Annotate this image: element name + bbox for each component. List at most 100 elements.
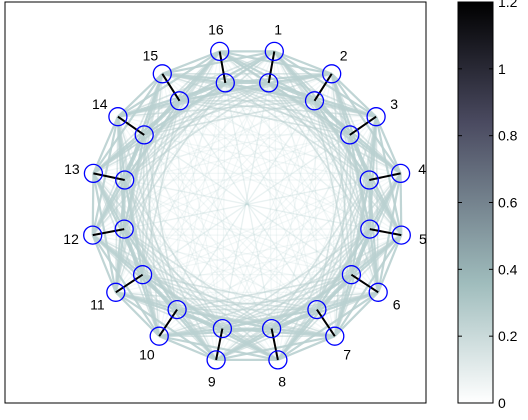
node-1-outer <box>264 41 284 62</box>
node-1-inner <box>259 73 279 93</box>
graph-edge <box>141 73 164 275</box>
node-4-inner <box>359 170 379 190</box>
spoke-layer <box>92 51 402 361</box>
graph-edge <box>124 179 370 230</box>
graph-edge <box>158 273 352 337</box>
graph-edge <box>115 291 178 311</box>
graph-edge <box>124 82 226 181</box>
graph-edge <box>219 51 336 337</box>
graph-edge <box>158 335 217 361</box>
node-11-inner <box>132 265 153 285</box>
graph-edge <box>215 228 371 361</box>
graph-edge <box>221 82 270 329</box>
spoke-3 <box>349 115 377 136</box>
graph-edge <box>143 73 164 136</box>
node-label-15: 15 <box>143 47 159 63</box>
graph-edge <box>399 173 403 236</box>
node-2-outer <box>322 64 342 84</box>
node-label-9: 9 <box>208 374 216 390</box>
graph-edge <box>92 234 144 276</box>
graph-edge <box>124 179 370 230</box>
graph-edge <box>219 51 279 361</box>
spoke-12 <box>92 228 125 237</box>
spoke-14 <box>117 115 145 136</box>
graph-edge <box>92 172 126 230</box>
graph-edge <box>224 82 352 276</box>
graph-edge <box>117 116 402 236</box>
spoke-1 <box>267 51 276 84</box>
node-12-outer <box>83 225 103 245</box>
graph-edge <box>215 327 273 361</box>
spoke-2 <box>313 73 333 102</box>
node-label-13: 13 <box>64 161 80 177</box>
graph-edge <box>176 100 316 310</box>
graph-edge <box>224 82 401 175</box>
graph-edge <box>143 134 318 311</box>
graph-edge <box>92 50 221 174</box>
graph-edge <box>178 100 318 310</box>
graph-edge <box>179 100 377 118</box>
graph-edge <box>178 100 273 329</box>
graph-edge <box>124 50 275 181</box>
graph-edge <box>219 51 379 293</box>
node-label-14: 14 <box>92 96 108 112</box>
graph-edge <box>225 82 377 118</box>
graph-edge <box>144 134 370 181</box>
spoke-6 <box>350 273 379 294</box>
graph-edge <box>92 172 401 236</box>
graph-edge <box>92 172 224 330</box>
graph-edge <box>143 134 371 230</box>
spoke-8 <box>270 328 279 361</box>
graph-edge <box>224 82 371 230</box>
graph-edge <box>142 82 226 275</box>
graph-edge <box>215 291 379 361</box>
graph-edge <box>219 50 402 175</box>
graph-edge <box>123 228 279 361</box>
node-label-6: 6 <box>393 296 401 312</box>
graph-edge <box>179 100 371 230</box>
graph-edge <box>159 327 223 338</box>
graph-edge <box>142 100 315 276</box>
node-5-inner <box>360 219 380 239</box>
node-16-outer <box>210 41 230 62</box>
node-15-inner <box>169 91 190 111</box>
node-layer <box>83 41 411 370</box>
graph-edge <box>219 50 332 75</box>
node-label-7: 7 <box>343 346 351 362</box>
spoke-15 <box>161 73 181 102</box>
node-3-outer <box>366 107 386 127</box>
graph-edge <box>219 50 370 181</box>
graph-edge <box>176 82 226 310</box>
node-label-2: 2 <box>340 47 348 63</box>
node-15-outer <box>152 64 172 84</box>
graph-edge <box>143 134 178 310</box>
graph-edge <box>273 50 402 174</box>
graph-edge <box>117 116 160 337</box>
colorbar-tick-label: 0 <box>498 395 506 411</box>
graph-edge <box>117 81 226 118</box>
graph-edge <box>179 100 352 276</box>
colorbar-tick-label: 0.4 <box>498 261 518 277</box>
node-13-inner <box>115 170 135 190</box>
node-6-outer <box>368 282 388 302</box>
graph-edge <box>115 116 377 293</box>
graph-edge <box>176 82 270 310</box>
graph-edge <box>219 50 402 236</box>
node-7-outer <box>325 326 345 346</box>
node-5-outer <box>391 225 411 245</box>
graph-edge <box>115 291 160 337</box>
graph-edge <box>93 172 402 236</box>
graph-edge <box>224 82 370 181</box>
graph-edge <box>124 82 270 181</box>
node-8-outer <box>268 350 288 370</box>
graph-edge <box>92 173 160 337</box>
graph-edge <box>334 291 379 337</box>
graph-edge <box>158 73 333 337</box>
graph-edge <box>375 116 379 293</box>
node-label-4: 4 <box>418 161 426 177</box>
graph-edge <box>144 100 315 136</box>
node-14-outer <box>108 107 128 127</box>
colorbar-gradient <box>457 1 494 404</box>
